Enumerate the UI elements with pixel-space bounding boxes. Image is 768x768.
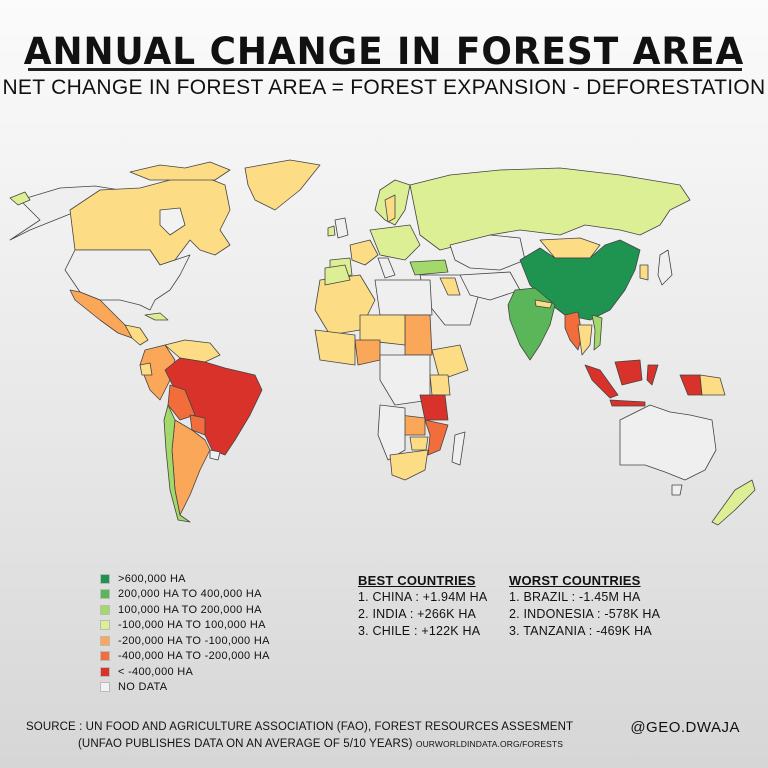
region-ireland — [327, 225, 336, 237]
worst-countries-heading: WORST COUNTRIES — [509, 573, 641, 588]
legend-swatch-green — [100, 589, 110, 600]
best-country-row: 3. CHILE : +122K HA — [358, 624, 481, 638]
source-note: (UNFAO PUBLISHES DATA ON AN AVERAGE OF 5… — [78, 738, 413, 750]
worst-country-row: 3. TANZANIA : -469K HA — [509, 624, 652, 638]
region-nepal — [534, 299, 553, 309]
legend-item: -200,000 HA TO -100,000 HA — [100, 633, 270, 649]
legend-item: 100,000 HA TO 200,000 HA — [100, 602, 270, 618]
region-nigeria — [354, 339, 381, 366]
region-java — [609, 399, 646, 407]
region-central-europe — [369, 224, 421, 261]
region-uk — [334, 217, 349, 239]
region-south-africa — [389, 449, 429, 481]
legend-item: -400,000 HA TO -200,000 HA — [100, 649, 270, 665]
legend-label: < -400,000 HA — [118, 665, 194, 678]
best-countries: BEST COUNTRIES 1. CHINA : +1.94M HA 2. I… — [358, 573, 487, 641]
region-vietnam — [591, 314, 603, 351]
region-sudan — [404, 314, 433, 356]
legend-label: -200,000 HA TO -100,000 HA — [118, 634, 270, 647]
legend-item: NO DATA — [100, 680, 270, 696]
region-sumatra — [584, 364, 619, 399]
legend-item: >600,000 HA — [100, 571, 270, 587]
region-iran-afghan — [459, 271, 521, 301]
region-chile — [163, 404, 191, 523]
region-chad-niger — [359, 314, 406, 346]
region-alaska-small — [9, 191, 31, 206]
best-countries-heading: BEST COUNTRIES — [358, 573, 476, 588]
source-line-2: (UNFAO PUBLISHES DATA ON AN AVERAGE OF 5… — [26, 736, 573, 753]
region-sweden — [384, 194, 396, 223]
region-korea — [639, 264, 649, 281]
region-greenland — [244, 159, 321, 211]
region-uruguay — [209, 449, 221, 461]
region-cuba — [144, 312, 169, 321]
best-country-row: 2. INDIA : +266K HA — [358, 607, 477, 621]
region-mozambique — [424, 419, 449, 456]
source-line-1: SOURCE : UN FOOD AND AGRICULTURE ASSOCIA… — [26, 721, 574, 733]
legend-swatch-yellow-green — [100, 620, 110, 631]
worst-country-row: 1. BRAZIL : -1.45M HA — [509, 590, 641, 604]
region-india — [507, 287, 556, 361]
region-france — [349, 239, 379, 266]
best-country-row: 1. CHINA : +1.94M HA — [358, 590, 488, 604]
region-borneo — [614, 359, 643, 386]
region-kenya — [429, 374, 451, 396]
world-map — [0, 150, 768, 550]
region-madagascar — [451, 431, 466, 466]
region-tasmania — [671, 484, 683, 496]
legend-item: 200,000 HA TO 400,000 HA — [100, 587, 270, 603]
region-thailand — [577, 324, 593, 356]
legend-item: < -400,000 HA — [100, 664, 270, 680]
source-credit: SOURCE : UN FOOD AND AGRICULTURE ASSOCIA… — [26, 719, 573, 753]
page-title: ANNUAL CHANGE IN FOREST AREA — [23, 30, 745, 73]
legend-label: >600,000 HA — [118, 572, 186, 585]
region-tanzania — [419, 394, 449, 421]
source-url: OURWORLDINDATA.ORG/FORESTS — [415, 739, 563, 749]
legend-swatch-dark-green — [100, 573, 110, 584]
region-west-africa — [314, 329, 356, 366]
map-legend: >600,000 HA 200,000 HA TO 400,000 HA 100… — [100, 571, 270, 695]
region-paraguay — [189, 414, 206, 436]
region-central-africa — [379, 354, 431, 406]
region-sulawesi — [646, 364, 659, 386]
region-bolivia — [167, 384, 196, 421]
region-mongolia — [539, 237, 601, 259]
region-japan — [657, 249, 673, 286]
region-angola-namibia — [377, 404, 406, 461]
region-australia — [619, 404, 717, 481]
title-divider — [28, 68, 742, 71]
legend-swatch-red — [100, 666, 110, 677]
region-ethiopia — [431, 344, 469, 381]
region-canada-islands — [129, 161, 231, 181]
region-png — [699, 374, 726, 396]
region-new-zealand — [711, 479, 756, 526]
worst-countries: WORST COUNTRIES 1. BRAZIL : -1.45M HA 2.… — [509, 573, 660, 641]
legend-swatch-light-green — [100, 604, 110, 615]
region-morocco — [324, 264, 351, 286]
legend-item: -100,000 HA TO 100,000 HA — [100, 618, 270, 634]
region-myanmar — [564, 311, 583, 351]
legend-swatch-dark-orange — [100, 651, 110, 662]
region-libya-egypt — [374, 279, 433, 316]
worst-country-row: 2. INDONESIA : -578K HA — [509, 607, 661, 621]
region-central-america — [124, 324, 149, 346]
region-ecuador — [139, 362, 153, 376]
legend-label: 100,000 HA TO 200,000 HA — [118, 603, 262, 616]
region-papua-indo — [679, 374, 703, 396]
author-handle: @GEO.DWAJA — [630, 719, 740, 736]
region-zimbabwe — [409, 436, 429, 451]
legend-label: 200,000 HA TO 400,000 HA — [118, 588, 262, 601]
page-subtitle: NET CHANGE IN FOREST AREA = FOREST EXPAN… — [2, 76, 766, 99]
region-central-asia — [449, 234, 526, 271]
legend-label: -400,000 HA TO -200,000 HA — [118, 650, 270, 663]
legend-label: NO DATA — [118, 681, 168, 694]
legend-label: -100,000 HA TO 100,000 HA — [118, 619, 266, 632]
region-russia — [409, 167, 691, 251]
region-italy — [377, 257, 396, 279]
legend-swatch-no-data — [100, 682, 110, 693]
region-iraq — [439, 277, 461, 296]
region-turkey — [409, 259, 449, 276]
legend-swatch-orange — [100, 635, 110, 646]
